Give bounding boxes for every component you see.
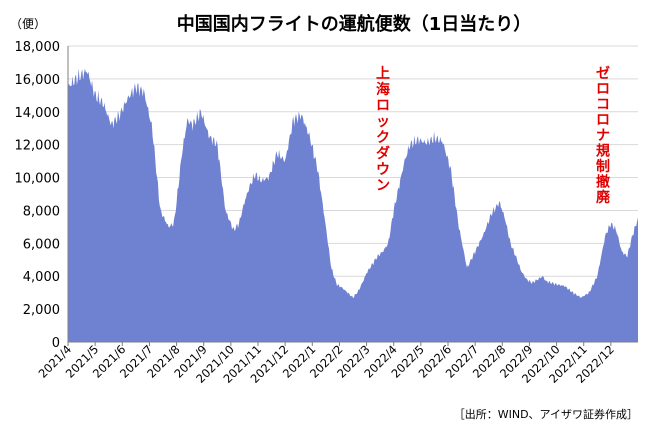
y-tick-label: 2,000	[23, 303, 60, 318]
annotation-zero-covid-end: ゼロコロナ規制撤廃	[596, 65, 611, 206]
y-tick-labels: 0 2,000 4,000 6,000 8,000 10,000 12,000 14,000 1…	[15, 40, 61, 351]
y-unit-label: （便）	[10, 17, 46, 31]
y-tick-label: 12,000	[15, 139, 61, 154]
y-tick-label: 14,000	[15, 106, 61, 121]
y-tick-label: 18,000	[15, 40, 61, 55]
y-tick-label: 8,000	[23, 204, 60, 219]
annotation-text: ゼロコロナ規制撤廃	[596, 65, 611, 206]
y-tick-label: 4,000	[23, 270, 60, 285]
source-note: ［出所：WIND、アイザワ証券作成］	[454, 407, 638, 421]
y-tick-label: 16,000	[15, 73, 61, 88]
x-tick-labels: 2021/42021/52021/62021/72021/82021/92021…	[36, 342, 617, 386]
annotation-shanghai-lockdown: 上海ロックダウン	[376, 66, 390, 194]
y-tick-label: 0	[52, 336, 60, 351]
series-area	[68, 68, 638, 342]
axes	[67, 46, 638, 343]
y-tick-label: 10,000	[15, 172, 61, 187]
y-tick-label: 6,000	[23, 237, 60, 252]
annotation-text: 上海ロックダウン	[376, 66, 390, 194]
chart-title: 中国国内フライトの運航便数（1日当たり）	[177, 13, 532, 35]
